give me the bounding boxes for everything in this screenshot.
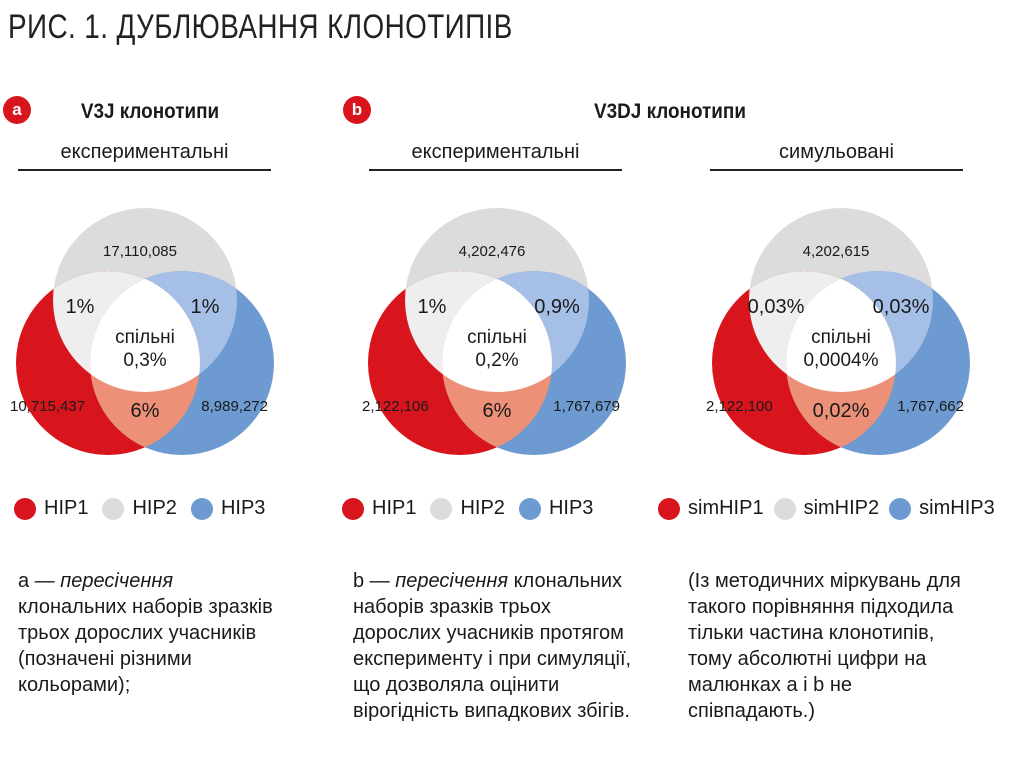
label-overlap-top-right: 0,03% bbox=[873, 296, 930, 318]
label-center-title: спільні bbox=[115, 327, 175, 348]
label-center-title: спільні bbox=[811, 327, 871, 348]
label-center-value: 0,3% bbox=[123, 350, 166, 371]
figure-title: РИС. 1. ДУБЛЮВАННЯ КЛОНОТИПІВ bbox=[8, 8, 513, 46]
legend-label: simHIP3 bbox=[919, 497, 995, 519]
legend-item-hip3: HIP3 bbox=[518, 497, 594, 520]
label-top: 4,202,476 bbox=[459, 243, 526, 260]
legend-item-hip2: HIP2 bbox=[430, 497, 505, 520]
legend-label: simHIP1 bbox=[688, 497, 764, 519]
label-overlap-bottom: 6% bbox=[483, 400, 512, 422]
legend-label: HIP2 bbox=[132, 497, 177, 519]
note-a: a — пересічення клональних наборів зразк… bbox=[18, 568, 278, 698]
overlap-center bbox=[442, 271, 552, 392]
note-text: клональних наборів зразків трьох доросли… bbox=[353, 570, 632, 722]
legend-item-simhip2: simHIP2 bbox=[773, 497, 880, 520]
label-center-title: спільні bbox=[467, 327, 527, 348]
overlap-center bbox=[786, 271, 896, 392]
note-prefix: a — bbox=[18, 570, 61, 592]
simhip1-swatch bbox=[658, 497, 680, 520]
label-overlap-bottom: 6% bbox=[131, 400, 160, 422]
label-right: 1,767,662 bbox=[897, 398, 964, 415]
label-overlap-bottom: 0,02% bbox=[813, 400, 870, 422]
legend-item-hip1: HIP1 bbox=[342, 497, 416, 520]
legend-label: HIP3 bbox=[548, 497, 594, 519]
hip1-swatch bbox=[342, 497, 364, 520]
label-left: 2,122,106 bbox=[362, 398, 429, 415]
note-text: клональних наборів зразків трьох доросли… bbox=[18, 596, 273, 696]
note-b: b — пересічення клональних наборів зразк… bbox=[353, 568, 633, 724]
legend-b-experimental: HIP1 HIP2 HIP3 bbox=[342, 497, 593, 520]
label-overlap-top-right: 1% bbox=[191, 296, 220, 318]
label-overlap-top-left: 1% bbox=[418, 296, 447, 318]
panel-b-subheading-experimental: експериментальні bbox=[369, 141, 622, 171]
label-center-value: 0,2% bbox=[475, 350, 518, 371]
label-center-value: 0,0004% bbox=[803, 350, 878, 371]
panel-b-heading: V3DJ клонотипи bbox=[594, 100, 746, 123]
legend-label: HIP2 bbox=[460, 497, 505, 519]
panel-b-badge: b bbox=[343, 96, 371, 124]
note-italic: пересічення bbox=[395, 570, 509, 592]
legend-item-hip3: HIP3 bbox=[190, 497, 266, 520]
hip1-swatch bbox=[14, 497, 36, 520]
note-italic: пересічення bbox=[60, 570, 174, 592]
legend-b-simulated: simHIP1 simHIP2 simHIP3 bbox=[658, 497, 995, 520]
legend-label: HIP1 bbox=[44, 497, 89, 519]
venn-b-experimental: 4,202,476 2,122,106 1,767,679 1% 0,9% 6% спіль… bbox=[362, 208, 626, 455]
hip3-swatch bbox=[190, 497, 213, 520]
legend-item-hip2: HIP2 bbox=[102, 497, 177, 520]
hip2-swatch bbox=[102, 497, 125, 520]
legend-item-simhip1: simHIP1 bbox=[658, 497, 764, 520]
panel-b-subheading-simulated: симульовані bbox=[710, 141, 963, 171]
legend-label: HIP1 bbox=[372, 497, 417, 519]
legend-a: HIP1 HIP2 HIP3 bbox=[14, 497, 265, 520]
label-overlap-top-left: 1% bbox=[66, 296, 95, 318]
label-left: 10,715,437 bbox=[10, 398, 85, 415]
label-top: 4,202,615 bbox=[803, 243, 870, 260]
label-overlap-top-right: 0,9% bbox=[534, 296, 580, 318]
legend-label: simHIP2 bbox=[803, 497, 880, 519]
note-prefix: b — bbox=[353, 570, 396, 592]
label-overlap-top-left: 0,03% bbox=[748, 296, 805, 318]
panel-a-badge: a bbox=[3, 96, 31, 124]
legend-label: HIP3 bbox=[220, 497, 266, 519]
label-left: 2,122,100 bbox=[706, 398, 773, 415]
venn-b-simulated: 4,202,615 2,122,100 1,767,662 0,03% 0,03% 0,0… bbox=[706, 208, 970, 455]
label-right: 1,767,679 bbox=[553, 398, 620, 415]
hip2-swatch bbox=[430, 497, 453, 520]
label-right: 8,989,272 bbox=[201, 398, 268, 415]
hip3-swatch bbox=[518, 497, 541, 520]
venn-a: 17,110,085 10,715,437 8,989,272 1% 1% 6% спіль… bbox=[10, 208, 274, 455]
legend-item-simhip3: simHIP3 bbox=[889, 497, 995, 520]
simhip2-swatch bbox=[773, 497, 796, 520]
legend-item-hip1: HIP1 bbox=[14, 497, 88, 520]
label-top: 17,110,085 bbox=[103, 243, 177, 260]
panel-a-heading: V3J клонотипи bbox=[80, 100, 220, 123]
panel-a-subheading: експериментальні bbox=[18, 141, 271, 171]
simhip3-swatch bbox=[889, 497, 912, 520]
overlap-center bbox=[90, 271, 200, 392]
note-simulated: (Із методичних міркувань для такого порі… bbox=[688, 570, 961, 722]
